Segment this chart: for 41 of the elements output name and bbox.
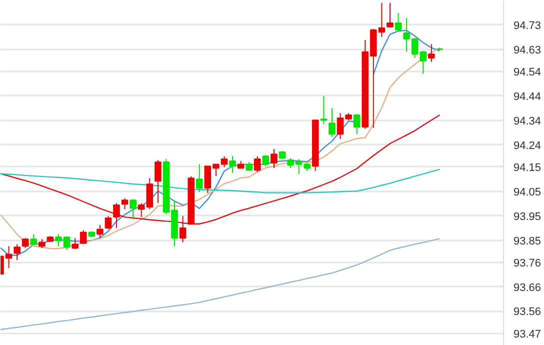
y-tick-label: 94.24 <box>514 140 542 152</box>
candlestick <box>72 238 78 250</box>
y-tick-label: 94.73 <box>514 20 542 32</box>
candlestick <box>179 216 186 243</box>
y-tick-label: 94.34 <box>514 115 542 128</box>
line-series <box>0 238 440 330</box>
candlestick <box>394 12 402 32</box>
y-tick-label: 94.63 <box>514 44 542 56</box>
candlestick <box>262 154 270 167</box>
candlestick <box>38 238 46 249</box>
candlestick <box>80 230 87 245</box>
candlestick <box>113 202 120 229</box>
y-tick-label: 94.54 <box>514 66 542 78</box>
y-tick-label: 94.15 <box>514 162 542 174</box>
candlestick <box>196 164 203 193</box>
candlestick <box>328 108 336 138</box>
candlestick <box>229 156 236 174</box>
candlestick <box>130 198 136 220</box>
y-tick-label: 93.47 <box>514 328 542 340</box>
y-tick-label: 93.85 <box>514 235 542 248</box>
y-tick-label: 93.76 <box>514 257 542 270</box>
candlestick <box>246 161 253 172</box>
candlestick <box>22 238 29 249</box>
candlestick <box>154 160 162 204</box>
candlestick <box>428 44 435 62</box>
candlestick <box>14 244 20 261</box>
candlestick <box>320 95 328 125</box>
y-tick-label: 94.44 <box>514 90 542 103</box>
candlestick <box>96 224 104 239</box>
y-tick-label: 93.95 <box>514 210 542 223</box>
candlestick <box>121 198 128 210</box>
y-tick-label: 94.05 <box>514 186 542 198</box>
candlestick <box>254 156 261 173</box>
line-series <box>0 114 440 224</box>
y-tick-label: 93.56 <box>514 306 542 318</box>
candlestick <box>104 216 112 230</box>
y-tick-label: 93.66 <box>514 282 542 294</box>
candlestick <box>270 148 278 169</box>
candlestick <box>353 114 360 135</box>
candlestick <box>30 234 38 246</box>
candlestick <box>386 2 394 28</box>
